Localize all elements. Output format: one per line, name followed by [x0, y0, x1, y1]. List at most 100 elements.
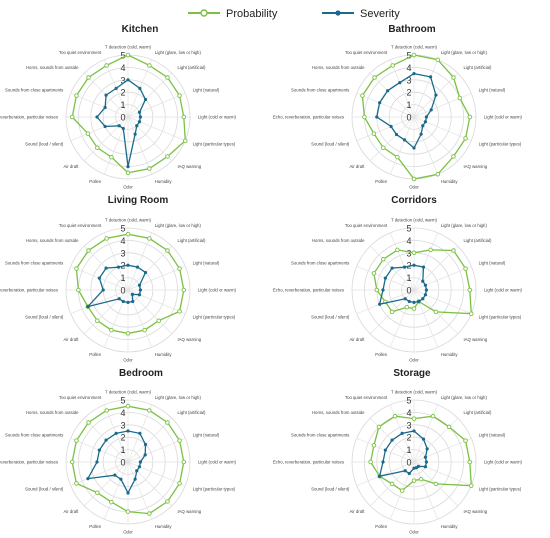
severity-point	[381, 460, 385, 464]
severity-point	[386, 89, 390, 93]
severity-point	[121, 126, 125, 131]
probability-point	[109, 327, 114, 333]
severity-point	[423, 120, 428, 124]
category-label: Light (artificial)	[177, 65, 206, 70]
axis-tick-label: 4	[406, 63, 411, 73]
severity-point	[137, 110, 142, 114]
severity-point	[378, 302, 382, 306]
axis-tick-label: 3	[120, 420, 125, 430]
probability-point	[181, 114, 187, 120]
grid-spoke	[127, 289, 153, 348]
grid-spoke	[413, 265, 472, 291]
probability-point	[381, 257, 386, 262]
category-label: Light (glare, low or high)	[155, 395, 202, 400]
category-label: Odor	[123, 185, 133, 190]
severity-point	[424, 460, 428, 464]
probability-point	[74, 438, 79, 443]
severity-point	[414, 466, 418, 470]
category-label: Pollen	[375, 352, 388, 357]
probability-point	[411, 306, 417, 311]
grid-spoke	[127, 461, 153, 520]
probability-point	[125, 231, 131, 237]
category-label: Air draft	[63, 509, 79, 514]
severity-point	[135, 469, 139, 473]
probability-point	[125, 170, 131, 176]
probability-point	[390, 63, 395, 68]
probability-point	[381, 145, 386, 150]
probability-point	[177, 481, 182, 486]
probability-point	[457, 95, 463, 101]
category-label: Horns, sounds from outside	[26, 65, 79, 70]
axis-tick-label: 4	[406, 236, 411, 246]
severity-point	[402, 265, 407, 269]
panel-title-bathroom: Bathroom	[388, 24, 435, 35]
panel-title-living-room: Living Room	[108, 195, 169, 206]
probability-point	[165, 248, 170, 253]
axis-tick-label: 5	[406, 396, 411, 406]
probability-point	[109, 499, 114, 505]
probability-point	[69, 114, 75, 120]
category-label: Air draft	[63, 337, 79, 342]
category-label: Light (cold or warm)	[198, 115, 237, 120]
severity-point	[113, 473, 117, 477]
severity-point	[137, 283, 142, 287]
category-label: Sound (loud / silent)	[311, 141, 350, 146]
category-label: IAQ warning	[177, 337, 201, 342]
severity-point	[412, 263, 416, 267]
grid-spoke	[389, 289, 415, 348]
severity-point	[143, 453, 147, 457]
category-label: T detection (cold, warm)	[105, 390, 152, 395]
severity-point	[135, 265, 140, 269]
category-label: Air draft	[349, 509, 365, 514]
severity-point	[390, 266, 394, 270]
probability-point	[177, 93, 182, 98]
grid-spoke	[103, 232, 129, 291]
probability-point	[86, 75, 91, 80]
grid-spoke	[103, 289, 129, 348]
category-label: Horns, sounds from outside	[26, 410, 79, 415]
category-label: Air draft	[349, 164, 365, 169]
probability-point	[435, 57, 440, 62]
axis-tick-label: 5	[406, 51, 411, 61]
axis-tick-label: 1	[120, 100, 125, 110]
grid-spoke	[127, 116, 173, 162]
severity-point	[381, 288, 385, 292]
axis-tick-label: 3	[406, 420, 411, 430]
category-label: Odor	[123, 358, 133, 363]
grid-spoke	[127, 72, 173, 118]
category-label: Echo, reverberation, particular noises	[273, 460, 344, 465]
category-label: Light (artificial)	[463, 410, 492, 415]
category-label: T detection (cold, warm)	[391, 45, 438, 50]
category-label: Light (artificial)	[177, 410, 206, 415]
category-label: Too quiet environment	[345, 50, 388, 55]
severity-point	[126, 300, 130, 304]
severity-point	[97, 276, 101, 280]
probability-point	[411, 176, 417, 182]
probability-point	[86, 420, 91, 425]
grid-spoke	[127, 116, 186, 142]
grid-spoke	[127, 289, 173, 335]
axis-tick-label: 1	[406, 100, 411, 110]
grid-spoke	[389, 116, 415, 175]
category-label: Odor	[409, 185, 419, 190]
probability-point	[147, 236, 152, 241]
probability-point	[86, 248, 91, 253]
category-label: Echo, reverberation, particular noises	[0, 460, 58, 465]
probability-point	[181, 287, 187, 293]
category-label: Light (particular types)	[479, 314, 522, 319]
category-label: IAQ warning	[463, 337, 487, 342]
category-label: Horns, sounds from outside	[312, 238, 365, 243]
category-label: Sound (loud / silent)	[311, 486, 350, 491]
grid-spoke	[356, 461, 415, 487]
severity-point	[143, 97, 148, 102]
probability-point	[451, 248, 456, 253]
severity-point	[423, 283, 428, 287]
severity-point	[138, 288, 142, 292]
grid-spoke	[369, 72, 415, 118]
severity-point	[126, 78, 130, 82]
category-label: Light (natural)	[193, 261, 220, 266]
probability-point	[399, 488, 405, 493]
probability-point	[411, 416, 417, 421]
